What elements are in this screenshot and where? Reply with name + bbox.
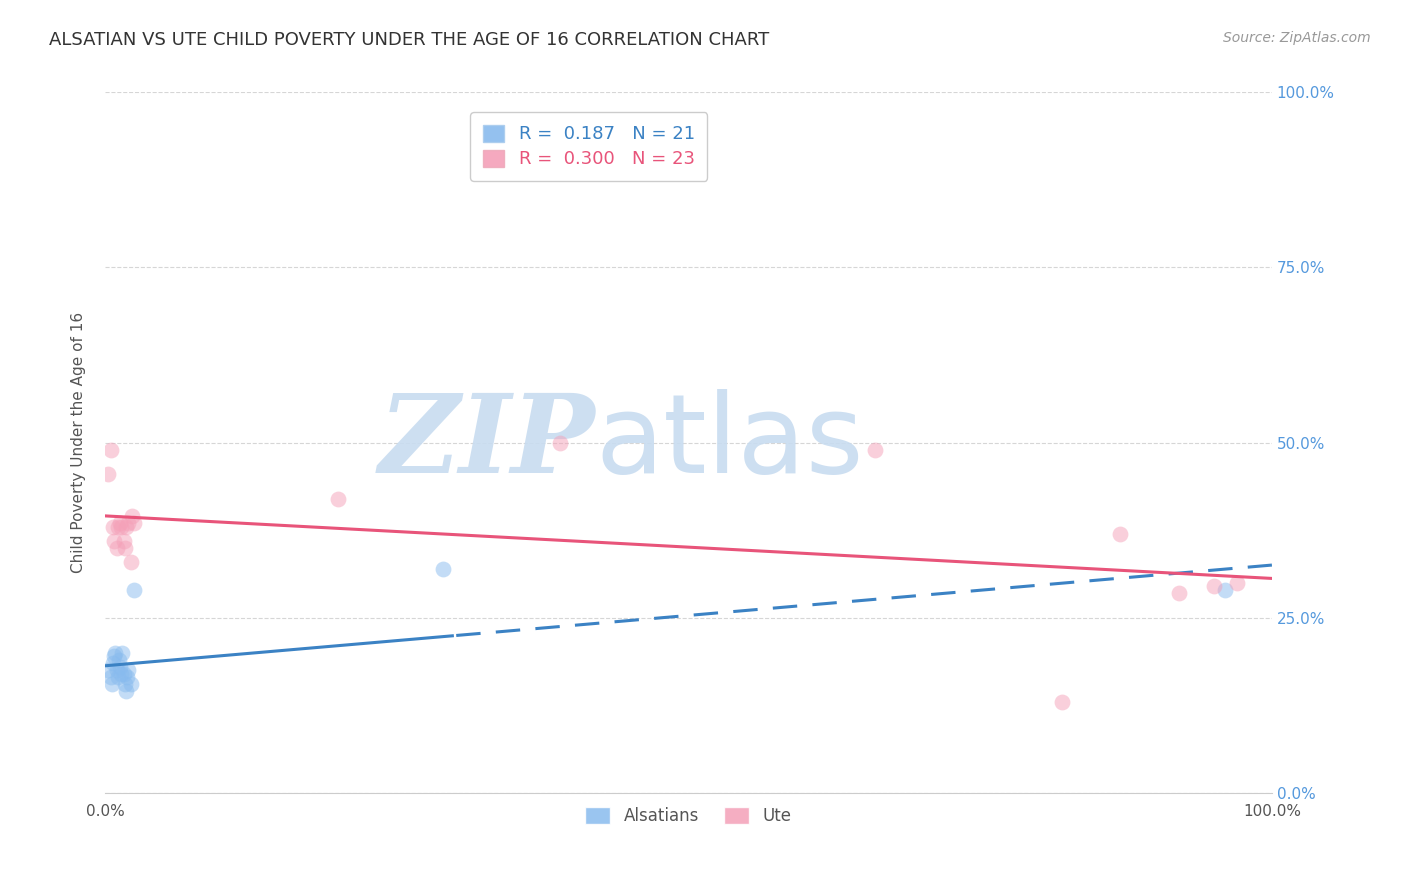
Point bbox=[1213, 582, 1236, 597]
Point bbox=[97, 467, 120, 481]
Point bbox=[115, 670, 138, 684]
Text: ALSATIAN VS UTE CHILD POVERTY UNDER THE AGE OF 16 CORRELATION CHART: ALSATIAN VS UTE CHILD POVERTY UNDER THE … bbox=[49, 31, 769, 49]
Point bbox=[114, 677, 136, 691]
Point bbox=[101, 677, 124, 691]
Point bbox=[112, 533, 135, 548]
Point bbox=[122, 516, 145, 530]
Point bbox=[863, 442, 886, 457]
Point bbox=[107, 670, 129, 684]
Point bbox=[105, 541, 128, 555]
Point bbox=[108, 516, 131, 530]
Point bbox=[101, 519, 124, 533]
Point bbox=[114, 541, 136, 555]
Point bbox=[111, 646, 134, 660]
Point bbox=[1202, 579, 1225, 593]
Point bbox=[328, 491, 350, 506]
Point bbox=[1226, 575, 1249, 590]
Point bbox=[117, 516, 139, 530]
Point bbox=[97, 663, 120, 677]
Point bbox=[548, 435, 571, 450]
Y-axis label: Child Poverty Under the Age of 16: Child Poverty Under the Age of 16 bbox=[72, 312, 86, 573]
Point bbox=[101, 656, 124, 670]
Point bbox=[1050, 695, 1073, 709]
Point bbox=[112, 666, 135, 681]
Point bbox=[103, 649, 125, 664]
Text: atlas: atlas bbox=[595, 389, 863, 496]
Point bbox=[120, 555, 142, 569]
Point bbox=[120, 677, 142, 691]
Point bbox=[110, 666, 132, 681]
Point bbox=[103, 533, 125, 548]
Point bbox=[107, 519, 129, 533]
Point bbox=[117, 663, 139, 677]
Point bbox=[1109, 526, 1132, 541]
Point bbox=[100, 442, 122, 457]
Legend: Alsatians, Ute: Alsatians, Ute bbox=[576, 798, 800, 833]
Point bbox=[432, 561, 454, 575]
Point bbox=[121, 509, 143, 524]
Point bbox=[115, 684, 138, 698]
Text: ZIP: ZIP bbox=[378, 389, 595, 496]
Point bbox=[115, 519, 138, 533]
Point bbox=[108, 652, 131, 666]
Point bbox=[104, 646, 127, 660]
Point bbox=[122, 582, 145, 597]
Point bbox=[110, 519, 132, 533]
Point bbox=[105, 663, 128, 677]
Point bbox=[1167, 586, 1189, 600]
Point bbox=[100, 670, 122, 684]
Point bbox=[108, 659, 131, 673]
Text: Source: ZipAtlas.com: Source: ZipAtlas.com bbox=[1223, 31, 1371, 45]
